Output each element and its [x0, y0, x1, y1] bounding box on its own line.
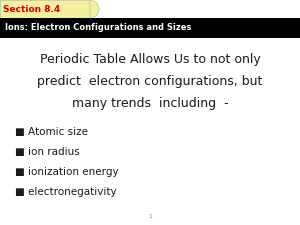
Text: ■ ion radius: ■ ion radius — [15, 147, 80, 157]
FancyBboxPatch shape — [0, 0, 90, 18]
Bar — [0, 18, 300, 38]
Text: Ions: Electron Configurations and Sizes: Ions: Electron Configurations and Sizes — [5, 23, 191, 32]
Text: ■ electronegativity: ■ electronegativity — [15, 187, 117, 197]
Text: predict  electron configurations, but: predict electron configurations, but — [37, 75, 263, 88]
Text: ■ ionization energy: ■ ionization energy — [15, 167, 119, 177]
Text: Periodic Table Allows Us to not only: Periodic Table Allows Us to not only — [40, 53, 260, 66]
Text: Section 8.4: Section 8.4 — [3, 4, 60, 13]
Text: 1: 1 — [148, 214, 152, 219]
Text: ■ Atomic size: ■ Atomic size — [15, 127, 88, 137]
Text: many trends  including  -: many trends including - — [72, 97, 228, 110]
Wedge shape — [90, 0, 99, 18]
